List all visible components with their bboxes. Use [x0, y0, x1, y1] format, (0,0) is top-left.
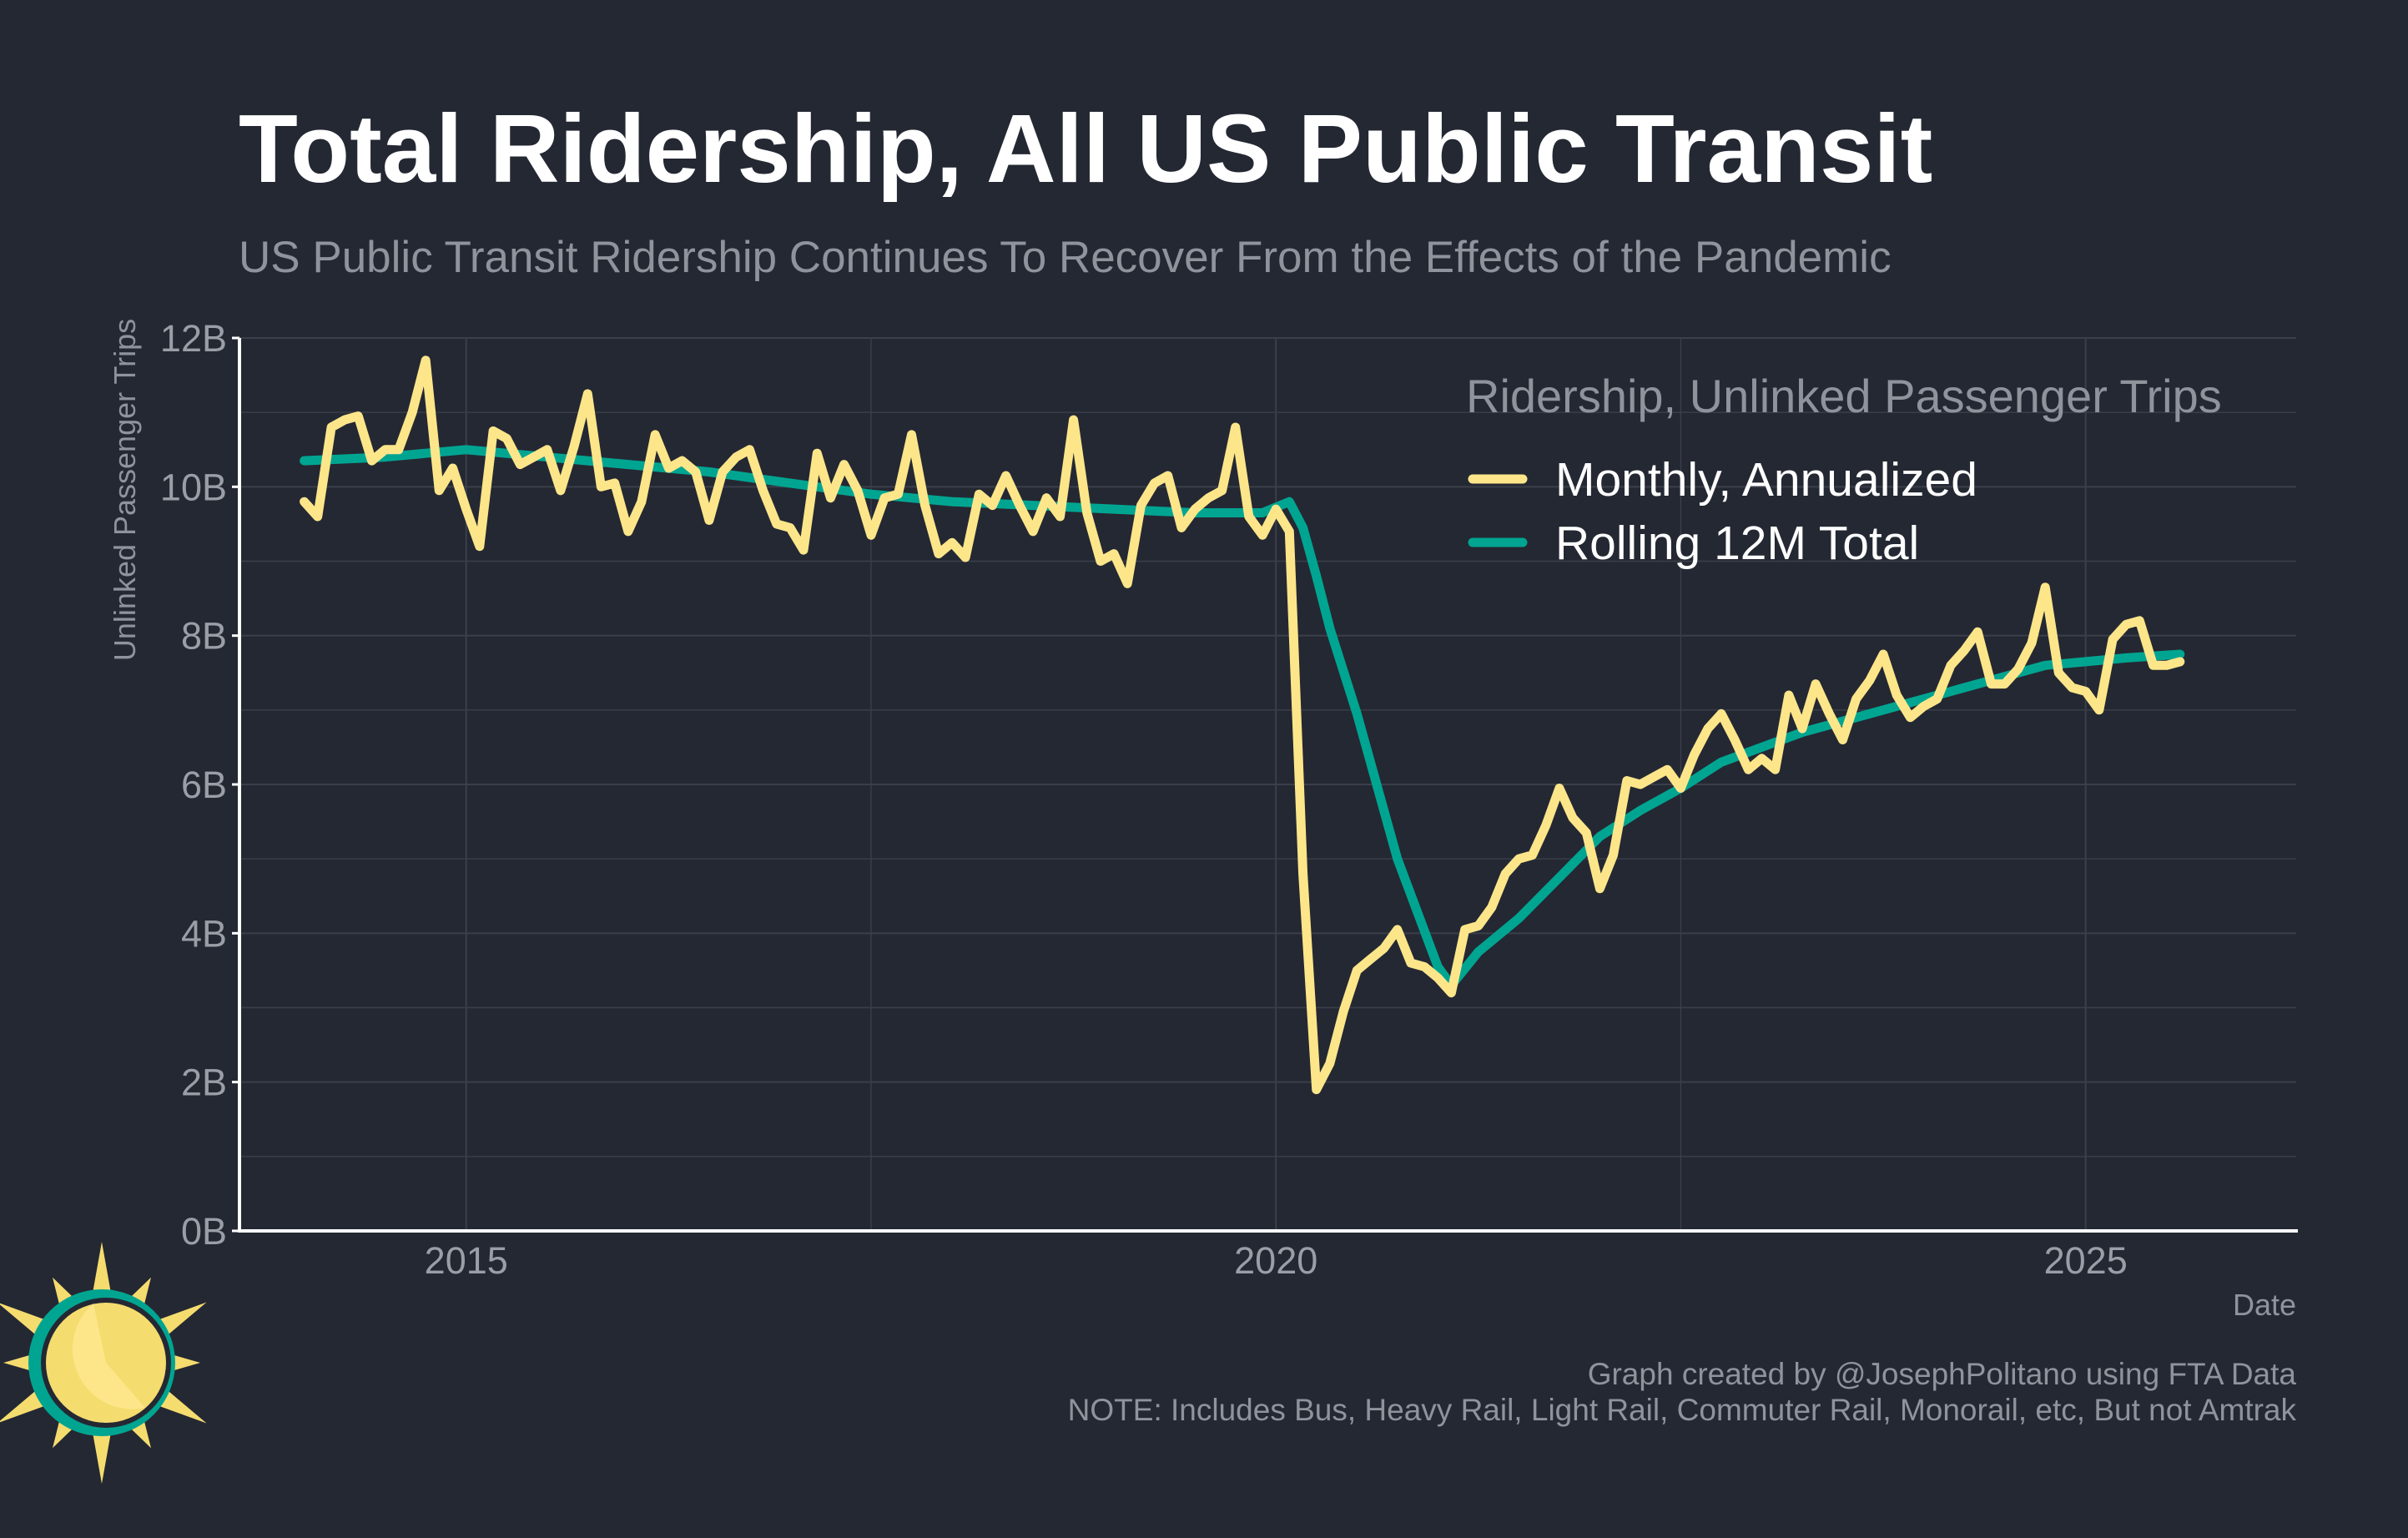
footer-credit: Graph created by @JosephPolitano using F… — [1588, 1357, 2297, 1391]
legend: Ridership, Unlinked Passenger Trips Mont… — [1466, 370, 2222, 570]
series-lines — [300, 356, 2185, 1095]
y-tick-label: 12B — [160, 317, 227, 360]
x-tick-label: 2020 — [1234, 1239, 1317, 1282]
x-axis-label: Date — [2233, 1288, 2296, 1322]
footer-note: NOTE: Includes Bus, Heavy Rail, Light Ra… — [1068, 1393, 2297, 1427]
series-line-monthly — [300, 356, 2185, 1095]
chart-title: Total Ridership, All US Public Transit — [239, 94, 1932, 203]
sun-ray — [91, 1242, 113, 1302]
sun-ray — [91, 1424, 113, 1484]
x-axis-ticks: 2015 2020 2025 — [425, 1239, 2128, 1282]
y-axis-ticks: 0B 2B 4B 6B 8B 10B 12B — [160, 317, 239, 1253]
y-tick-label: 2B — [181, 1061, 227, 1104]
legend-entry-rolling: Rolling 12M Total — [1555, 517, 1919, 570]
y-tick-label: 10B — [160, 466, 227, 508]
y-axis-label: Unlinked Passenger Trips — [108, 319, 142, 661]
y-tick-label: 0B — [181, 1210, 227, 1253]
sun-logo-icon — [0, 1242, 207, 1484]
chart-subtitle: US Public Transit Ridership Continues To… — [239, 233, 1892, 282]
legend-title: Ridership, Unlinked Passenger Trips — [1466, 370, 2222, 422]
x-tick-label: 2015 — [425, 1239, 508, 1282]
y-tick-label: 6B — [181, 764, 227, 806]
legend-entry-monthly: Monthly, Annualized — [1555, 453, 1977, 507]
y-tick-label: 8B — [181, 615, 227, 658]
x-tick-label: 2025 — [2044, 1239, 2128, 1282]
y-tick-label: 4B — [181, 912, 227, 955]
grid-lines — [239, 337, 2296, 1231]
